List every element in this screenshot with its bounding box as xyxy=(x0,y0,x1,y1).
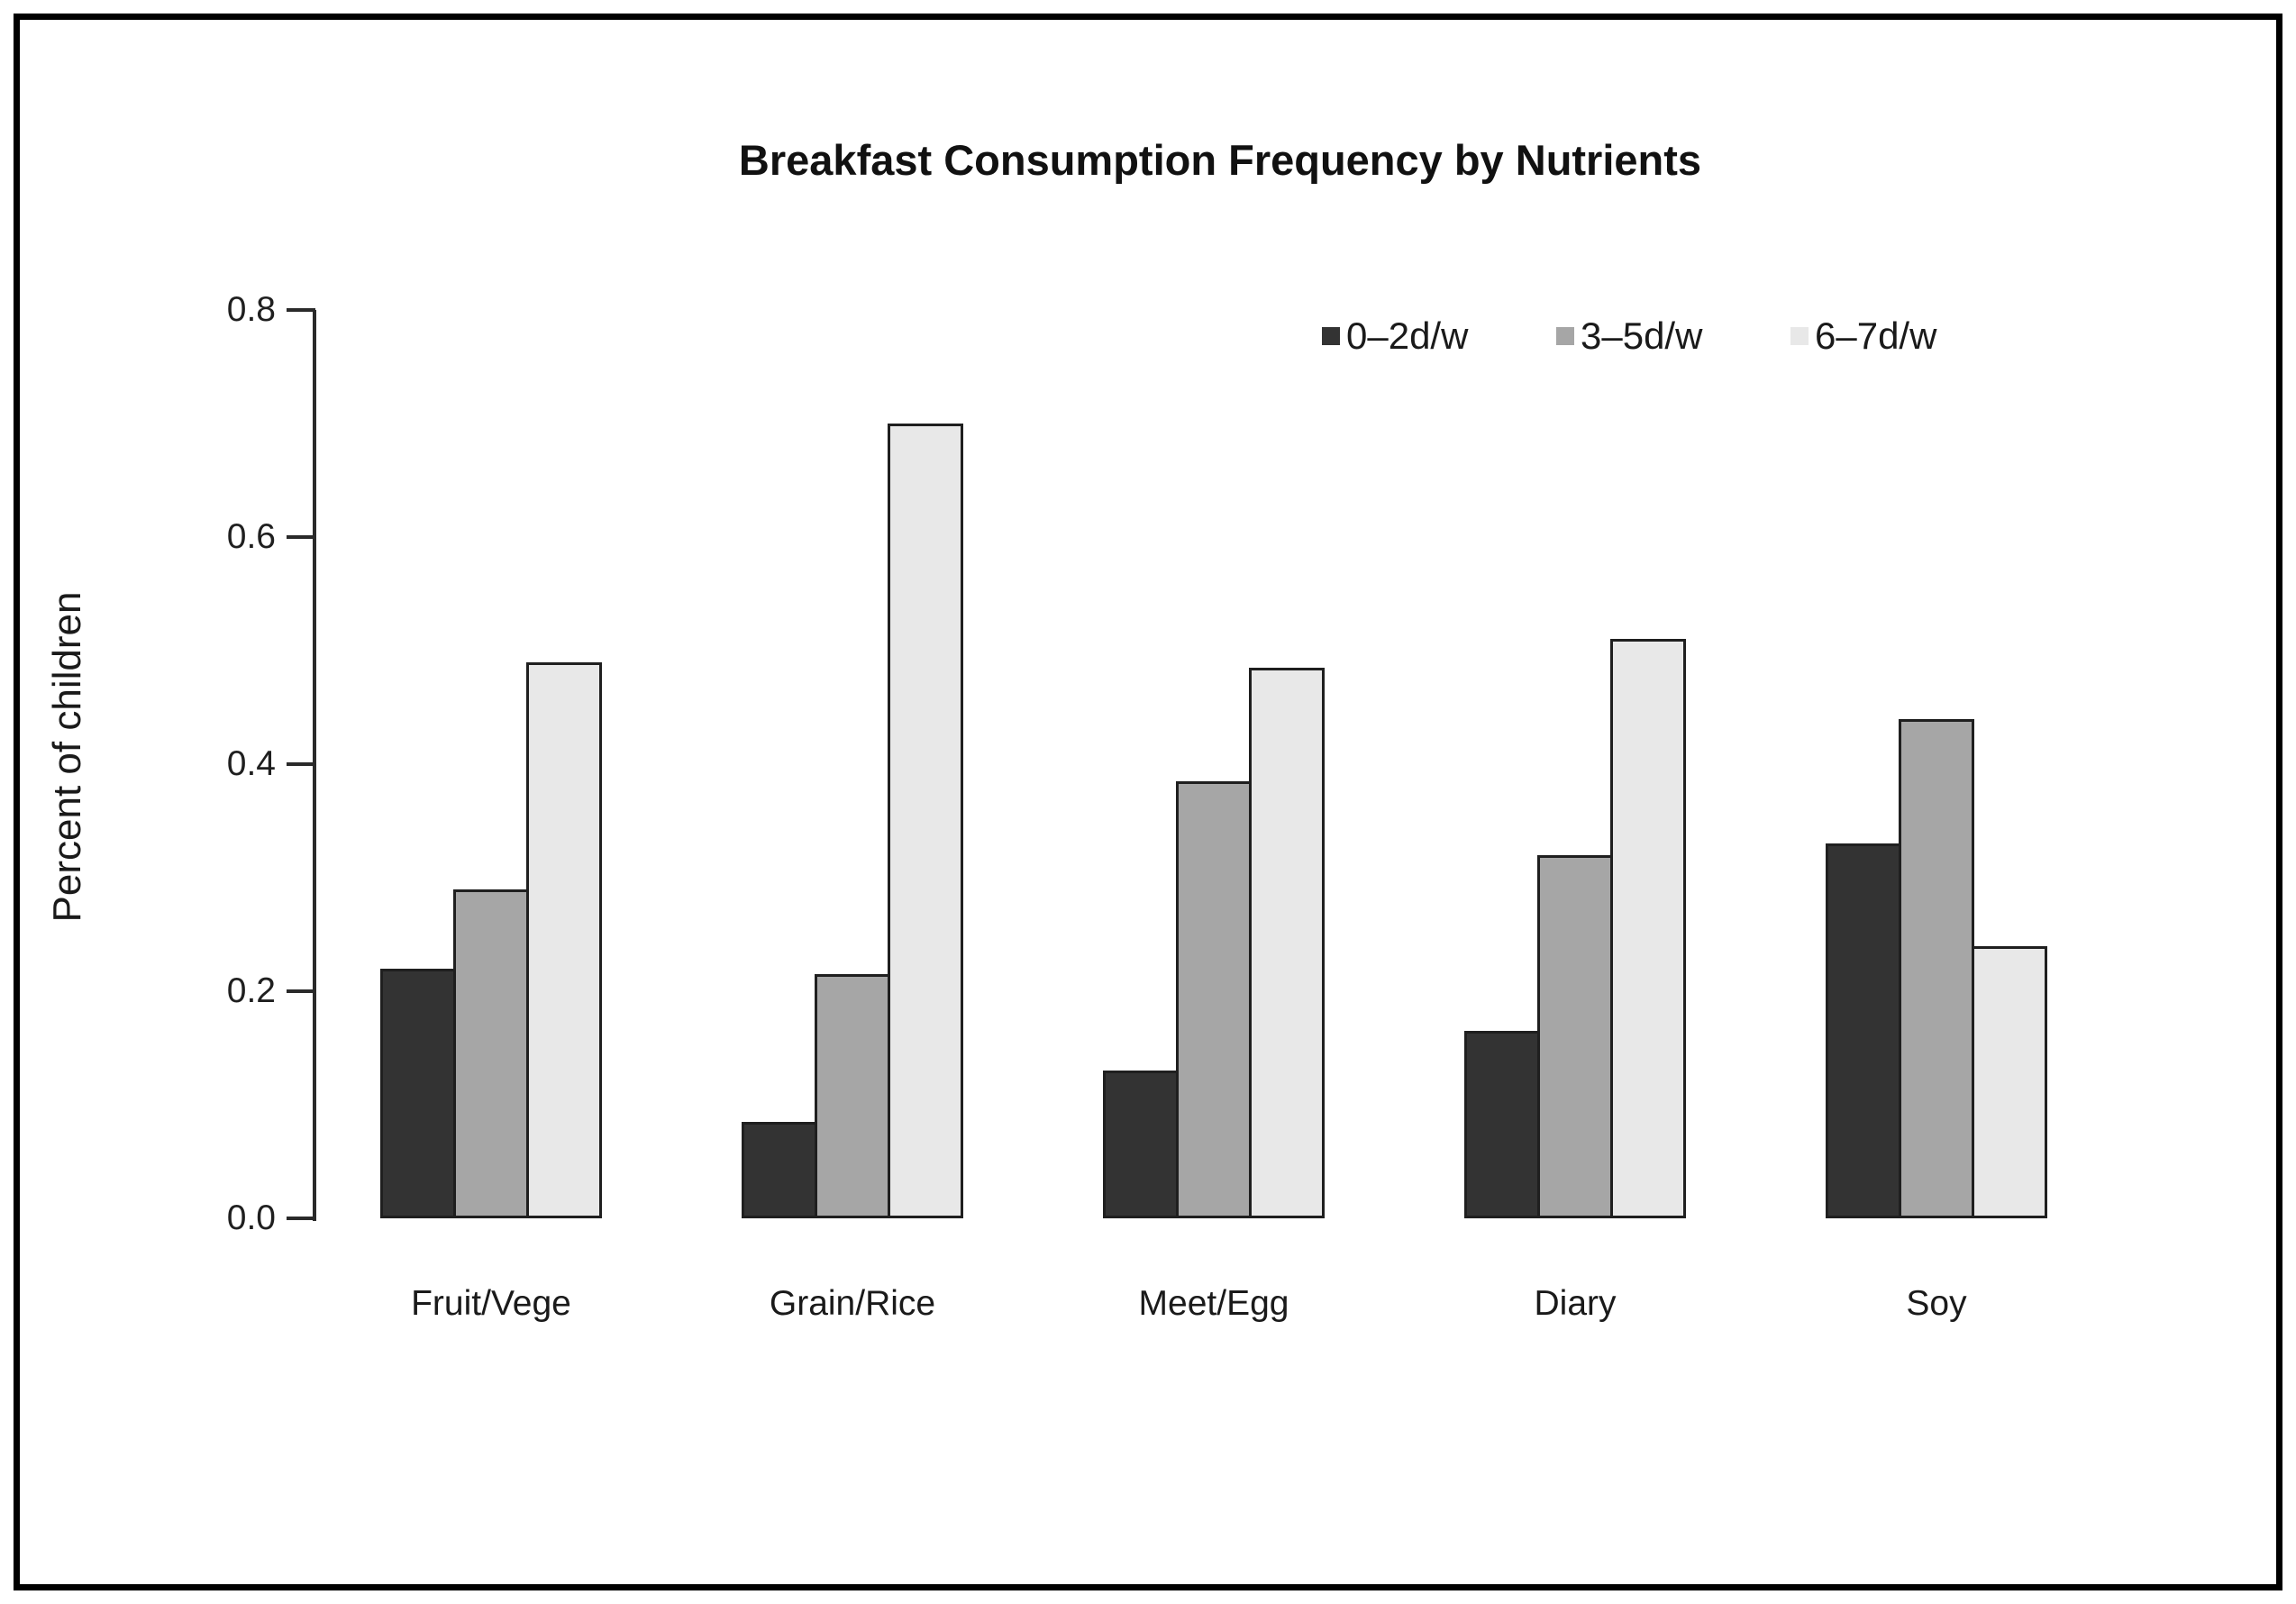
y-tick-mark xyxy=(287,1217,315,1220)
y-tick-mark xyxy=(287,308,315,312)
bar-fruit-vege-series-1 xyxy=(453,889,529,1218)
x-category-label: Fruit/Vege xyxy=(411,1284,571,1323)
legend-label: 6–7d/w xyxy=(1815,314,1937,357)
x-category-label: Soy xyxy=(1906,1284,1967,1323)
y-tick-label: 0.6 xyxy=(226,517,276,556)
bar-soy-series-2 xyxy=(1972,946,2047,1218)
y-tick-label: 0.8 xyxy=(226,290,276,329)
y-tick-mark xyxy=(287,535,315,539)
bar-grain-rice-series-1 xyxy=(815,974,890,1218)
bar-meet-egg-series-0 xyxy=(1103,1071,1179,1218)
bar-grain-rice-series-2 xyxy=(888,424,963,1218)
x-category-label: Meet/Egg xyxy=(1138,1284,1289,1323)
page-border-frame xyxy=(14,14,2282,1590)
y-tick-mark xyxy=(287,989,315,993)
x-category-label: Grain/Rice xyxy=(769,1284,936,1323)
legend-swatch-icon xyxy=(1556,327,1574,345)
bar-diary-series-2 xyxy=(1610,639,1686,1218)
legend-swatch-icon xyxy=(1322,327,1340,345)
bar-diary-series-0 xyxy=(1464,1031,1540,1218)
y-tick-mark xyxy=(287,762,315,766)
y-axis-title: Percent of children xyxy=(45,591,89,923)
bar-diary-series-1 xyxy=(1537,855,1613,1218)
legend-item: 0–2d/w xyxy=(1322,315,1468,357)
y-tick-label: 0.4 xyxy=(226,744,276,783)
bar-meet-egg-series-2 xyxy=(1249,668,1325,1218)
bar-meet-egg-series-1 xyxy=(1176,781,1252,1218)
legend-label: 3–5d/w xyxy=(1581,314,1703,357)
bar-soy-series-1 xyxy=(1899,719,1974,1218)
legend-item: 3–5d/w xyxy=(1556,315,1702,357)
y-tick-label: 0.2 xyxy=(226,971,276,1010)
bar-fruit-vege-series-0 xyxy=(380,969,456,1218)
legend-label: 0–2d/w xyxy=(1346,314,1469,357)
legend-item: 6–7d/w xyxy=(1790,315,1936,357)
bar-soy-series-0 xyxy=(1826,843,1901,1218)
y-tick-label: 0.0 xyxy=(226,1198,276,1237)
legend-swatch-icon xyxy=(1790,327,1809,345)
chart-title: Breakfast Consumption Frequency by Nutri… xyxy=(738,136,1702,184)
bar-grain-rice-series-0 xyxy=(742,1122,817,1218)
bar-fruit-vege-series-2 xyxy=(526,662,602,1218)
x-category-label: Diary xyxy=(1534,1284,1617,1323)
